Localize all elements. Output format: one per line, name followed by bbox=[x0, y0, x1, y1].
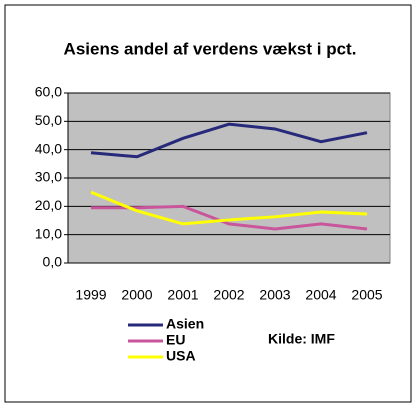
y-tick-label: 60,0 bbox=[35, 84, 62, 100]
line-series bbox=[91, 204, 368, 231]
legend-label: Asien bbox=[166, 316, 204, 332]
x-tick-label: 2003 bbox=[259, 287, 290, 303]
x-tick-label: 2004 bbox=[305, 287, 336, 303]
line-series bbox=[90, 122, 368, 159]
annotation: Kilde: IMF bbox=[268, 331, 335, 347]
legend-label: USA bbox=[166, 348, 196, 364]
y-tick-label: 20,0 bbox=[35, 197, 62, 213]
y-tick-label: 0,0 bbox=[43, 254, 63, 270]
x-tick-label: 2002 bbox=[213, 287, 244, 303]
legend-label: EU bbox=[166, 332, 185, 348]
y-tick-label: 30,0 bbox=[35, 169, 62, 185]
y-tick-label: 10,0 bbox=[35, 225, 62, 241]
y-tick-label: 40,0 bbox=[35, 140, 62, 156]
x-tick-label: 2005 bbox=[351, 287, 382, 303]
y-tick-label: 50,0 bbox=[35, 112, 62, 128]
chart-title: Asiens andel af verdens vækst i pct. bbox=[64, 39, 357, 58]
chart-frame bbox=[4, 4, 412, 403]
line-series bbox=[90, 190, 368, 226]
x-tick-label: 2000 bbox=[121, 287, 152, 303]
x-tick-label: 1999 bbox=[75, 287, 106, 303]
x-tick-label: 2001 bbox=[167, 287, 198, 303]
